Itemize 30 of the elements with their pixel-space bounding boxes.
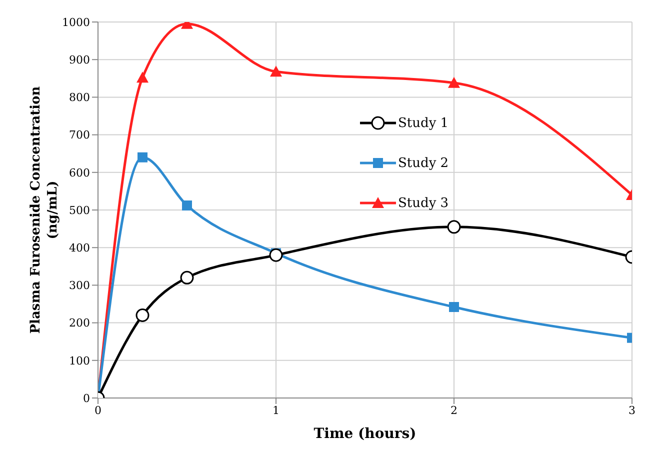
- point: [180, 270, 194, 284]
- point: [138, 152, 148, 162]
- y-tick-label: 600: [69, 166, 90, 180]
- point: [270, 66, 282, 77]
- y-tick-label: 200: [69, 316, 90, 330]
- y-tick-label: 700: [69, 128, 90, 142]
- y-tick-label: 800: [69, 91, 90, 104]
- point: [449, 302, 459, 312]
- legend-label: Study 2: [398, 156, 449, 170]
- x-tick-label: 0: [94, 404, 102, 417]
- y-tick-label: 100: [69, 354, 90, 368]
- point: [136, 72, 148, 83]
- x-tick-label: 2: [450, 404, 458, 417]
- x-tick-label: 1: [272, 404, 280, 417]
- point: [269, 248, 283, 262]
- legend-label: Study 3: [398, 196, 449, 210]
- y-tick-label: 900: [69, 54, 90, 67]
- y-tick-label: 400: [69, 242, 90, 255]
- y-tick-label: 0: [83, 392, 90, 405]
- x-axis-title: Time (hours): [314, 426, 416, 442]
- point: [182, 200, 192, 210]
- y-tick-label: 300: [69, 279, 90, 292]
- point: [136, 308, 150, 322]
- x-tick-label: 3: [628, 404, 636, 417]
- point: [447, 220, 461, 234]
- y-tick-label: 500: [69, 204, 90, 217]
- legend-label: Study 1: [398, 116, 449, 130]
- y-axis-title: Plasma Furosenide Concentration (ng/mL): [28, 86, 60, 334]
- point: [448, 76, 460, 88]
- y-tick-label: 1000: [62, 16, 90, 29]
